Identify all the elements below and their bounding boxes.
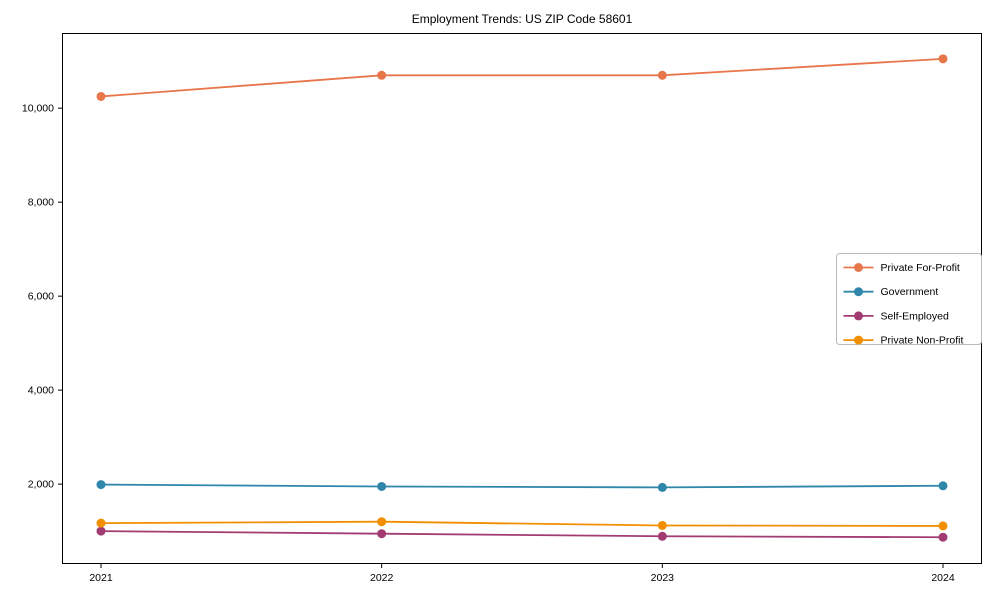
- marker-self-employed-2022: [377, 529, 387, 539]
- legend-label-self-employed: Self-Employed: [881, 310, 949, 322]
- series-line-government: [100, 483, 944, 489]
- legend-label-private-non-profit: Private Non-Profit: [881, 335, 964, 347]
- legend: Private For-Profit Government Self-Employe…: [836, 253, 982, 347]
- marker-private-for-profit-2021: [96, 91, 106, 101]
- marker-self-employed-2021: [96, 526, 106, 536]
- marker-private-non-profit-2021: [96, 518, 106, 528]
- series-lines: [96, 54, 948, 542]
- marker-self-employed-2024: [938, 532, 948, 542]
- legend-item-government: Government: [843, 286, 939, 298]
- legend-box: [836, 253, 982, 345]
- legend-marker-government: [854, 287, 863, 297]
- marker-private-for-profit-2022: [377, 70, 387, 80]
- legend-label-government: Government: [881, 286, 939, 298]
- legend-marker-private-non-profit: [854, 335, 863, 345]
- marker-government-2021: [96, 480, 106, 490]
- series-line-self-employed: [100, 530, 944, 539]
- x-axis: 2021 2022 2023 2024: [89, 564, 955, 584]
- series-line-private-for-profit: [100, 57, 944, 98]
- y-tick-label-2000: 2,000: [28, 479, 54, 491]
- x-tick-label-2024: 2024: [931, 572, 955, 584]
- legend-marker-private-for-profit: [854, 263, 863, 272]
- marker-private-for-profit-2024: [938, 54, 948, 64]
- chart-title: Employment Trends: US ZIP Code 58601: [412, 12, 633, 26]
- legend-label-private-for-profit: Private For-Profit: [881, 262, 960, 274]
- marker-government-2024: [938, 481, 948, 491]
- y-tick-label-6000: 6,000: [28, 291, 54, 303]
- legend-marker-self-employed: [854, 311, 863, 321]
- y-tick-label-4000: 4,000: [28, 385, 54, 397]
- legend-item-private-for-profit: Private For-Profit: [843, 262, 960, 274]
- marker-private-non-profit-2023: [657, 520, 667, 530]
- marker-self-employed-2023: [657, 531, 667, 541]
- marker-government-2023: [657, 482, 667, 492]
- y-axis: 2,000 4,000 6,000 8,000 10,000: [22, 103, 62, 491]
- marker-government-2022: [377, 481, 387, 491]
- series-line-private-non-profit: [100, 520, 944, 527]
- legend-item-self-employed: Self-Employed: [843, 310, 949, 322]
- marker-private-non-profit-2022: [377, 517, 387, 527]
- y-tick-label-8000: 8,000: [28, 197, 54, 209]
- x-tick-label-2023: 2023: [651, 572, 675, 584]
- marker-private-for-profit-2023: [657, 70, 667, 80]
- legend-item-private-non-profit: Private Non-Profit: [843, 335, 964, 347]
- x-tick-label-2021: 2021: [89, 572, 113, 584]
- y-tick-label-10000: 10,000: [22, 103, 54, 115]
- marker-private-non-profit-2024: [938, 521, 948, 531]
- x-tick-label-2022: 2022: [370, 572, 394, 584]
